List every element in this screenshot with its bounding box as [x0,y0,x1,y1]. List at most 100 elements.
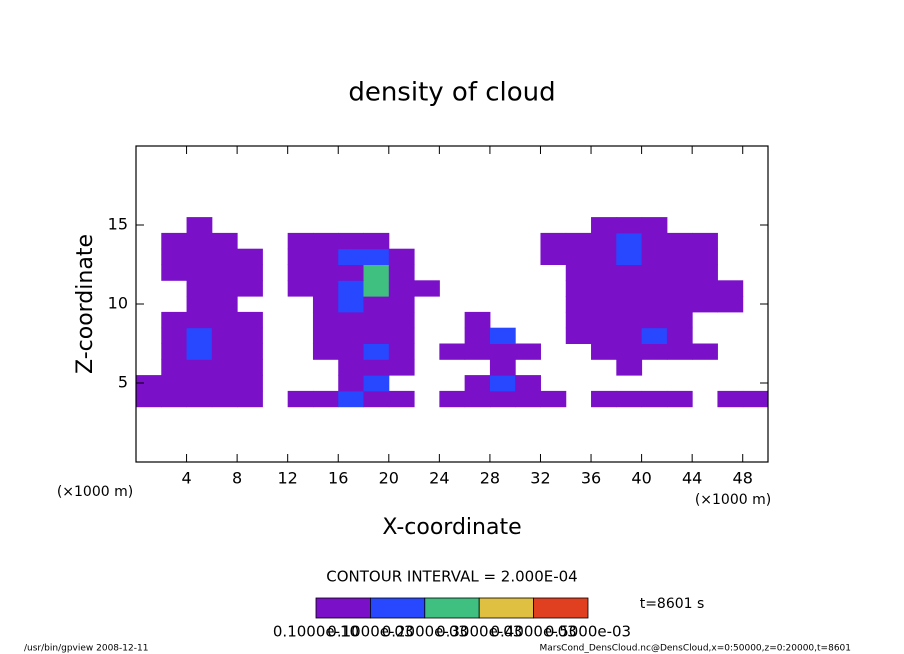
contour-cell [565,264,592,281]
colorbar-band [424,597,480,619]
contour-cell [186,296,213,313]
contour-cell [616,311,643,329]
contour-cell [565,311,592,329]
contour-cell [439,343,466,360]
contour-cell [237,327,263,344]
contour-cell [312,390,339,408]
colorbar-band [315,597,371,619]
contour-cell [186,280,213,297]
contour-cell [591,390,617,408]
contour-cell [312,232,339,250]
x-tick-label: 4 [181,469,191,488]
contour-cell [186,327,213,344]
contour-cell [186,217,213,234]
time-label: t=8601 s [640,596,705,612]
contour-cell [666,248,693,265]
x-tick-label: 28 [480,469,500,488]
colorbar-label: 0.1000e-03 [327,623,413,641]
x-tick-label: 40 [631,469,651,488]
contour-cell [161,311,188,329]
colorbar-label: 0.2000e-03 [382,623,468,641]
y-tick-label: 15 [108,215,128,234]
contour-cell [591,264,617,281]
colorbar-label: 0.3000e-03 [436,623,522,641]
contour-cell [464,311,491,329]
contour-cell [616,343,643,360]
y-axis-label: Z-coordinate [73,234,98,374]
contour-cell [692,280,718,297]
contour-cell [237,264,263,281]
contour-cell [338,327,365,344]
contour-cell [591,343,617,360]
contour-cell [363,248,390,265]
footer-left: /usr/bin/gpview 2008-12-11 [24,644,148,654]
colorbar-band [478,597,535,619]
contour-cell [161,375,188,392]
contour-cell [338,390,365,408]
contour-cell [692,232,718,250]
contour-cell [616,280,643,297]
contour-cell [237,343,263,360]
colorbar-label: 0.5000e-03 [545,623,631,641]
contour-cell [591,232,617,250]
contour-cell [641,264,668,281]
contour-cell [287,248,314,265]
contour-cell [616,296,643,313]
contour-cell [287,264,314,281]
contour-cell [211,359,238,376]
x-tick-label: 12 [278,469,298,488]
y-unit: (×1000 m) [57,484,133,500]
contour-cell [186,375,213,392]
x-tick-label: 44 [682,469,702,488]
contour-cell [338,359,365,376]
contour-cell [211,375,238,392]
contour-cell [641,343,668,360]
contour-cell [641,280,668,297]
contour-cell [591,280,617,297]
contour-cell [237,375,263,392]
contour-cell [489,343,516,360]
contour-cell [489,375,516,392]
contour-cell [287,280,314,297]
contour-cell [363,359,390,376]
contour-cell [136,375,162,392]
contour-cell [186,248,213,265]
contour-cell [363,232,390,250]
contour-cell [641,248,668,265]
contour-cell [312,264,339,281]
contour-interval: CONTOUR INTERVAL = 2.000E-04 [326,568,577,586]
contour-cell [136,390,162,408]
contour-cell [489,390,516,408]
contour-cell [338,232,365,250]
contour-cell [237,311,263,329]
contour-cell [338,343,365,360]
contour-cell [641,327,668,344]
contour-cell [489,327,516,344]
contour-cell [211,232,238,250]
contour-cell [616,264,643,281]
contour-cell [717,280,744,297]
contour-cell [489,359,516,376]
contour-cell [641,390,668,408]
contour-cell [666,343,693,360]
contour-cell [186,232,213,250]
contour-cell [616,327,643,344]
contour-cell [742,390,769,408]
contour-cell [591,296,617,313]
contour-cell [186,343,213,360]
contour-cell [312,343,339,360]
colorbar-band [369,597,426,619]
contour-cell [666,311,693,329]
contour-cell [161,248,188,265]
contour-cell [338,296,365,313]
contour-cell [211,296,238,313]
footer-right: MarsCond_DensCloud.nc@DensCloud,x=0:5000… [540,644,852,654]
contour-cell [692,248,718,265]
contour-cell [211,343,238,360]
contour-cell [388,343,415,360]
contour-cell [515,343,541,360]
contour-cell [211,390,238,408]
contour-cell [211,327,238,344]
contour-cell [363,280,390,297]
contour-cell [565,280,592,297]
